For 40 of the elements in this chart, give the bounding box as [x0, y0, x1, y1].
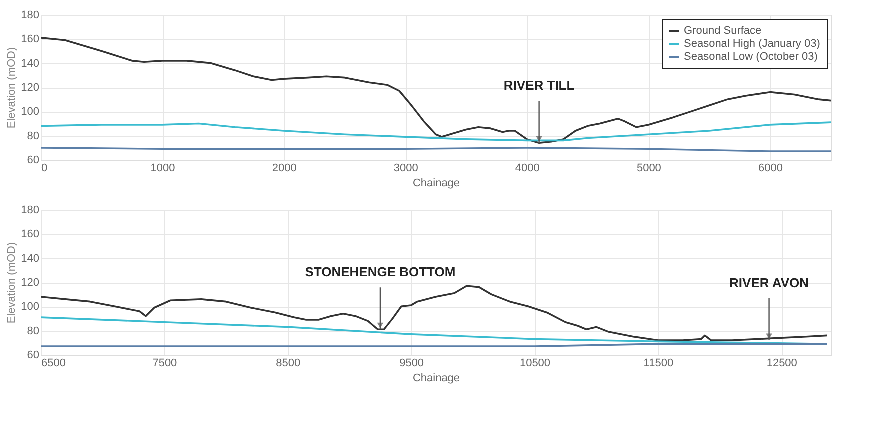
x-tick-label: 7500	[152, 358, 178, 370]
y-tick-label: 140	[21, 252, 40, 265]
x-tick-label: 8500	[276, 358, 301, 370]
x-axis-title: Chainage	[412, 372, 460, 384]
y-tick-label: 160	[21, 34, 40, 46]
x-axis-title: Chainage	[412, 178, 460, 190]
annotation: RIVER AVON	[730, 276, 810, 290]
x-tick-label: 0	[42, 162, 48, 174]
x-tick-label: 6500	[42, 358, 66, 370]
x-tick-label: 5000	[636, 162, 662, 174]
y-axis-title: Elevation (mOD)	[6, 242, 18, 324]
y-tick-label: 140	[21, 58, 40, 70]
x-tick-label: 1000	[150, 162, 176, 174]
y-tick-label: 60	[27, 154, 40, 166]
x-tick-label: 3000	[394, 162, 418, 174]
y-tick-label: 160	[21, 228, 40, 241]
y-tick-label: 100	[21, 106, 40, 118]
y-tick-label: 180	[21, 204, 40, 216]
y-tick-label: 60	[27, 350, 40, 362]
legend-label: Ground Surface	[684, 25, 762, 37]
x-tick-label: 4000	[515, 162, 540, 174]
y-tick-label: 180	[21, 10, 40, 22]
annotation: STONEHENGE BOTTOM	[305, 264, 456, 280]
y-tick-label: 120	[21, 277, 40, 289]
x-tick-label: 12500	[766, 358, 798, 370]
x-tick-label: 10500	[520, 358, 551, 370]
line-series	[41, 37, 831, 144]
legend-label: Seasonal Low (October 03)	[684, 51, 818, 63]
legend-label: Seasonal High (January 03)	[684, 38, 820, 50]
annotation: RIVER TILL	[504, 78, 575, 94]
y-tick-label: 80	[27, 130, 40, 142]
y-tick-label: 100	[21, 301, 40, 314]
y-axis-title: Elevation (mOD)	[6, 47, 18, 129]
y-tick-label: 120	[21, 82, 40, 94]
x-tick-label: 2000	[272, 162, 297, 174]
line-series	[41, 122, 831, 142]
x-tick-label: 9500	[400, 358, 424, 370]
y-tick-label: 80	[27, 325, 40, 338]
x-tick-label: 11500	[644, 358, 674, 370]
x-tick-label: 6000	[758, 162, 783, 174]
